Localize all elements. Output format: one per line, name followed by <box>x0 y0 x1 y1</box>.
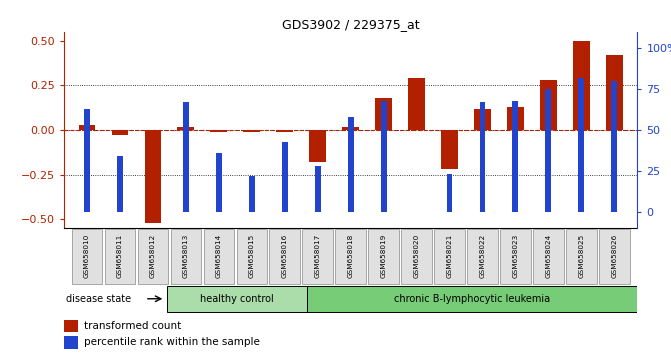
Bar <box>513 101 519 212</box>
Bar <box>540 80 557 130</box>
Bar <box>111 130 128 136</box>
FancyBboxPatch shape <box>72 229 102 284</box>
Text: GSM658020: GSM658020 <box>413 233 419 278</box>
Bar <box>64 336 78 349</box>
Bar <box>84 109 90 212</box>
FancyBboxPatch shape <box>303 229 333 284</box>
Text: GSM658019: GSM658019 <box>380 233 386 278</box>
FancyBboxPatch shape <box>566 229 597 284</box>
Text: GSM658023: GSM658023 <box>513 233 519 278</box>
FancyBboxPatch shape <box>401 229 431 284</box>
Text: percentile rank within the sample: percentile rank within the sample <box>84 337 260 348</box>
FancyBboxPatch shape <box>501 229 531 284</box>
FancyBboxPatch shape <box>170 229 201 284</box>
Bar <box>546 89 552 212</box>
FancyBboxPatch shape <box>368 229 399 284</box>
Bar <box>446 174 452 212</box>
Text: GSM658014: GSM658014 <box>215 233 221 278</box>
FancyBboxPatch shape <box>336 229 366 284</box>
Text: GSM658021: GSM658021 <box>446 233 452 278</box>
Bar <box>375 98 392 130</box>
Text: GSM658013: GSM658013 <box>183 233 189 278</box>
Text: GSM658018: GSM658018 <box>348 233 354 278</box>
Text: disease state: disease state <box>66 294 132 304</box>
Text: chronic B-lymphocytic leukemia: chronic B-lymphocytic leukemia <box>395 294 550 304</box>
Bar <box>578 78 584 212</box>
Text: GSM658016: GSM658016 <box>282 233 288 278</box>
Text: healthy control: healthy control <box>200 294 274 304</box>
Bar <box>144 130 161 223</box>
Bar <box>342 126 359 130</box>
Bar <box>211 130 227 132</box>
Bar <box>474 109 491 130</box>
Bar <box>480 102 485 212</box>
FancyBboxPatch shape <box>307 286 637 312</box>
Bar <box>507 107 523 130</box>
Text: GSM658015: GSM658015 <box>249 233 255 278</box>
Title: GDS3902 / 229375_at: GDS3902 / 229375_at <box>282 18 419 31</box>
Bar <box>216 153 221 212</box>
Bar <box>380 101 386 212</box>
FancyBboxPatch shape <box>270 229 300 284</box>
FancyBboxPatch shape <box>105 229 135 284</box>
Bar <box>408 78 425 130</box>
FancyBboxPatch shape <box>533 229 564 284</box>
FancyBboxPatch shape <box>236 229 267 284</box>
FancyBboxPatch shape <box>599 229 629 284</box>
Bar <box>276 130 293 132</box>
Text: GSM658012: GSM658012 <box>150 233 156 278</box>
Bar <box>309 130 326 162</box>
Bar <box>117 156 123 212</box>
Bar <box>315 166 321 212</box>
Text: GSM658024: GSM658024 <box>546 233 552 278</box>
Text: GSM658010: GSM658010 <box>84 233 90 278</box>
FancyBboxPatch shape <box>138 229 168 284</box>
Text: GSM658017: GSM658017 <box>315 233 321 278</box>
Text: GSM658026: GSM658026 <box>611 233 617 278</box>
Bar <box>178 126 194 130</box>
Bar <box>183 102 189 212</box>
Text: GSM658011: GSM658011 <box>117 233 123 278</box>
Bar <box>79 125 95 130</box>
Bar <box>249 176 255 212</box>
FancyBboxPatch shape <box>203 229 234 284</box>
Bar <box>611 81 617 212</box>
Bar <box>64 320 78 332</box>
Bar <box>606 55 623 130</box>
Text: GSM658025: GSM658025 <box>578 233 584 278</box>
Bar <box>244 130 260 132</box>
FancyBboxPatch shape <box>166 286 307 312</box>
Bar <box>573 41 590 130</box>
FancyBboxPatch shape <box>434 229 465 284</box>
Bar <box>282 142 288 212</box>
Text: GSM658022: GSM658022 <box>480 233 486 278</box>
FancyBboxPatch shape <box>467 229 498 284</box>
Bar <box>442 130 458 170</box>
Bar <box>348 117 354 212</box>
Text: transformed count: transformed count <box>84 321 181 331</box>
